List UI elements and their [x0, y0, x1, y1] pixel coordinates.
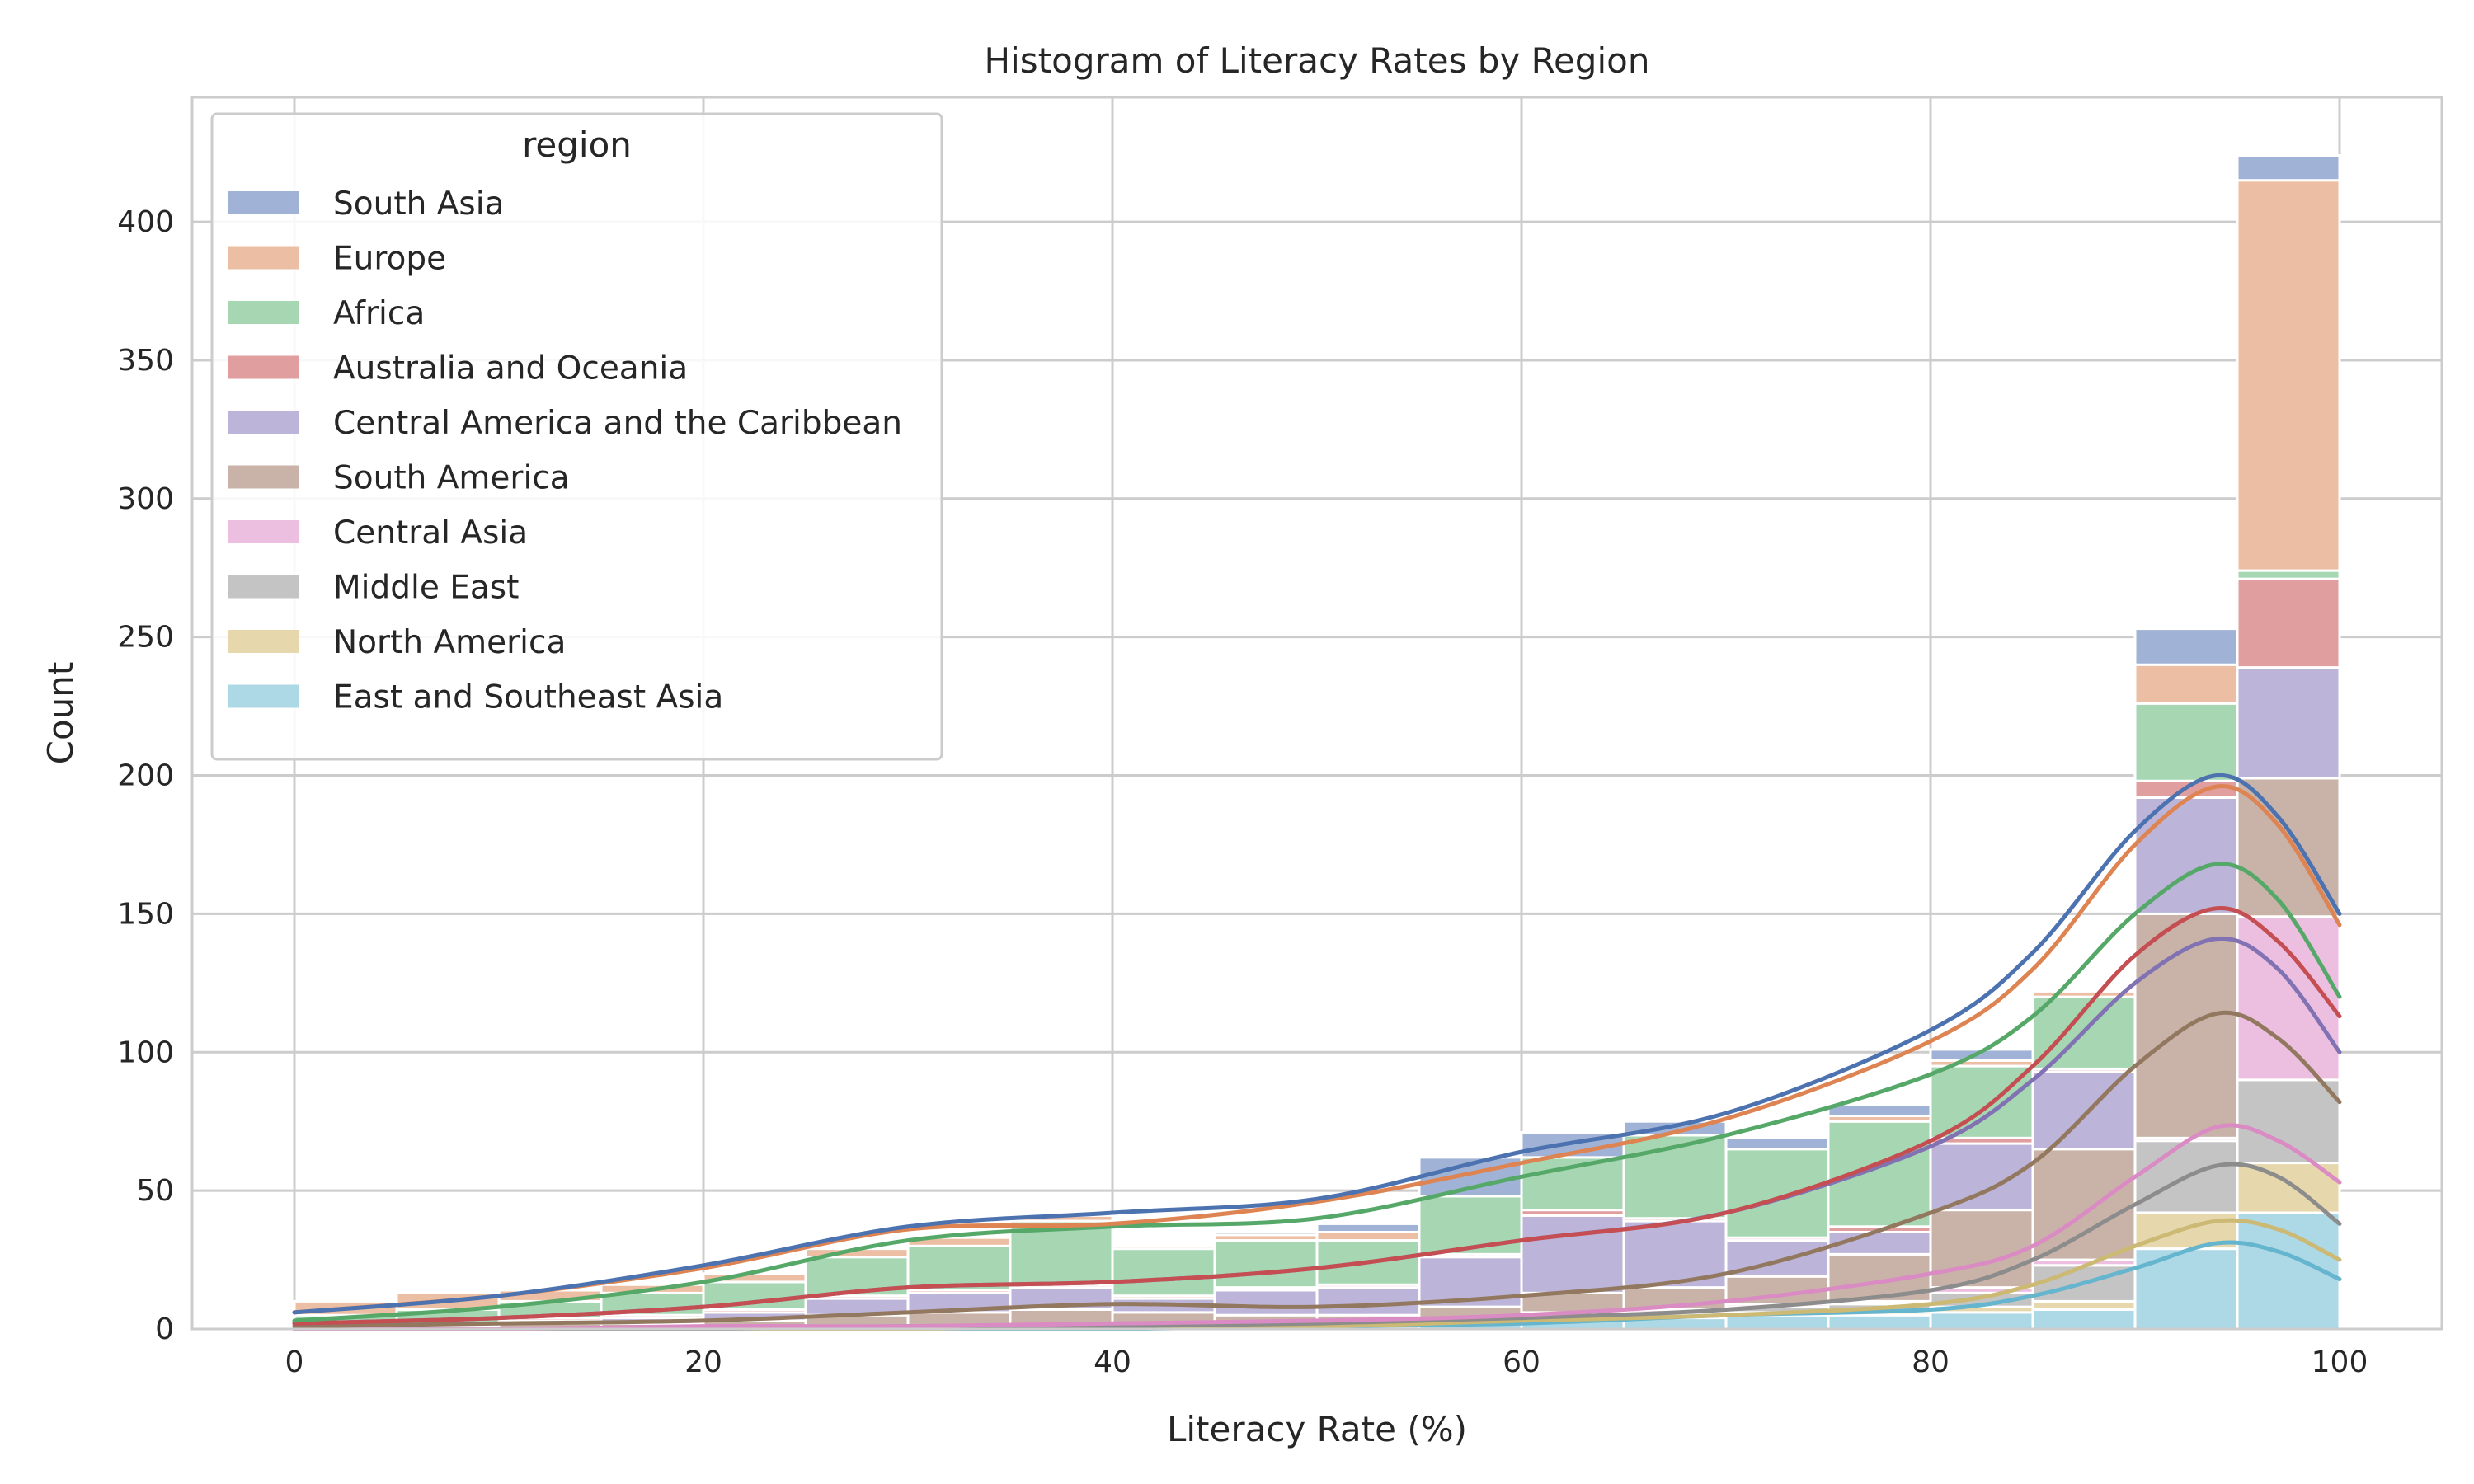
y-axis-label: Count — [40, 662, 81, 765]
kde-curve — [292, 1123, 2342, 1331]
legend-label: Europe — [333, 241, 446, 278]
kde-curve — [292, 862, 2342, 1323]
legend-swatch — [228, 411, 299, 434]
bar-segment — [2236, 666, 2341, 780]
y-tick-label: 50 — [136, 1174, 174, 1208]
x-axis-label: Literacy Rate (%) — [1167, 1409, 1467, 1449]
bar-segment — [2031, 1308, 2137, 1331]
legend-swatch — [228, 355, 299, 379]
tick-labels: 0 20 40 60 80 100 0 50 100 150 200 250 300 350 400 — [117, 205, 2368, 1379]
x-tick-label: 80 — [1912, 1345, 1950, 1379]
legend-swatch — [228, 465, 299, 489]
bar-segment — [1724, 1313, 1830, 1331]
chart-title: Histogram of Literacy Rates by Region — [985, 40, 1650, 81]
bar-segment — [1213, 1239, 1319, 1289]
bar-segment — [1724, 1148, 1830, 1239]
kde-curve — [292, 1010, 2342, 1329]
x-tick-label: 20 — [684, 1345, 722, 1379]
kde-curve — [292, 773, 2342, 1315]
bar-segment — [1827, 1103, 1932, 1117]
bar-segment — [2133, 627, 2239, 666]
bar-segment — [1929, 1209, 2034, 1289]
bar-segment — [2236, 154, 2341, 182]
y-tick-label: 150 — [117, 897, 174, 931]
bar-segment — [1111, 1244, 1216, 1251]
bar-segment — [1929, 1142, 2034, 1212]
legend-items: South Asia Europe Africa Australia and Ocea… — [228, 186, 902, 716]
legend-swatch — [228, 684, 299, 708]
legend-label: South Asia — [333, 186, 504, 223]
legend-label: Australia and Oceania — [333, 350, 688, 387]
legend-swatch — [228, 246, 299, 270]
kde-curve — [292, 906, 2342, 1326]
legend-box — [210, 112, 943, 761]
bar-segment — [1724, 1136, 1830, 1151]
legend-label: Africa — [333, 295, 425, 332]
plot-frame — [190, 96, 2443, 1331]
bar-segment — [2133, 1247, 2239, 1331]
kde-curve — [292, 784, 2342, 1315]
bar-segment — [2236, 915, 2341, 1082]
legend-label: North America — [333, 624, 566, 661]
x-tick-label: 60 — [1503, 1345, 1540, 1379]
bar-segment — [1520, 1214, 1625, 1294]
y-tick-label: 400 — [117, 205, 174, 239]
bar-segment — [1213, 1289, 1319, 1317]
legend-swatch — [228, 301, 299, 324]
legend-swatch — [228, 191, 299, 214]
x-tick-label: 40 — [1094, 1345, 1131, 1379]
x-tick-label: 100 — [2312, 1345, 2368, 1379]
bar-segment — [1622, 1134, 1728, 1220]
bar-segment — [2236, 569, 2341, 580]
legend-swatch — [228, 520, 299, 543]
bar-segment — [1213, 1230, 1319, 1237]
bar-segment — [1827, 1120, 1932, 1228]
bar-segment — [2031, 989, 2137, 998]
bar-segment — [1111, 1247, 1216, 1298]
bar-segment — [2236, 1078, 2341, 1165]
legend-label: South America — [333, 460, 570, 497]
y-tick-label: 0 — [155, 1313, 174, 1346]
legend-title: region — [522, 124, 632, 165]
y-tick-label: 250 — [117, 621, 174, 655]
bar-segment — [1929, 1311, 2034, 1331]
legend-label: East and Southeast Asia — [333, 679, 723, 716]
bar-segment — [1827, 1313, 1932, 1331]
bar-segment — [2031, 1299, 2137, 1311]
bar-segment — [2236, 179, 2341, 572]
legend-swatch — [228, 575, 299, 599]
y-tick-label: 300 — [117, 482, 174, 516]
bar-segment — [2133, 663, 2239, 705]
bar-segment — [2031, 1070, 2137, 1151]
bar-segment — [1929, 1064, 2034, 1139]
bar-segment — [2031, 1148, 2137, 1261]
y-tick-label: 200 — [117, 759, 174, 793]
bar-segment — [1315, 1222, 1421, 1233]
bar-segment — [2133, 702, 2239, 782]
bar-segment — [1315, 1230, 1421, 1242]
legend: region South Asia Europe Africa Australia a… — [210, 112, 943, 761]
bar-segment — [1315, 1286, 1421, 1317]
legend-label: Middle East — [333, 570, 519, 607]
y-tick-label: 350 — [117, 344, 174, 378]
legend-label: Central Asia — [333, 514, 528, 552]
legend-label: Central America and the Caribbean — [333, 405, 902, 442]
x-tick-label: 0 — [285, 1345, 304, 1379]
bar-segment — [2236, 577, 2341, 669]
bar-segment — [1418, 1195, 1523, 1256]
y-tick-label: 100 — [117, 1036, 174, 1069]
legend-swatch — [228, 630, 299, 653]
